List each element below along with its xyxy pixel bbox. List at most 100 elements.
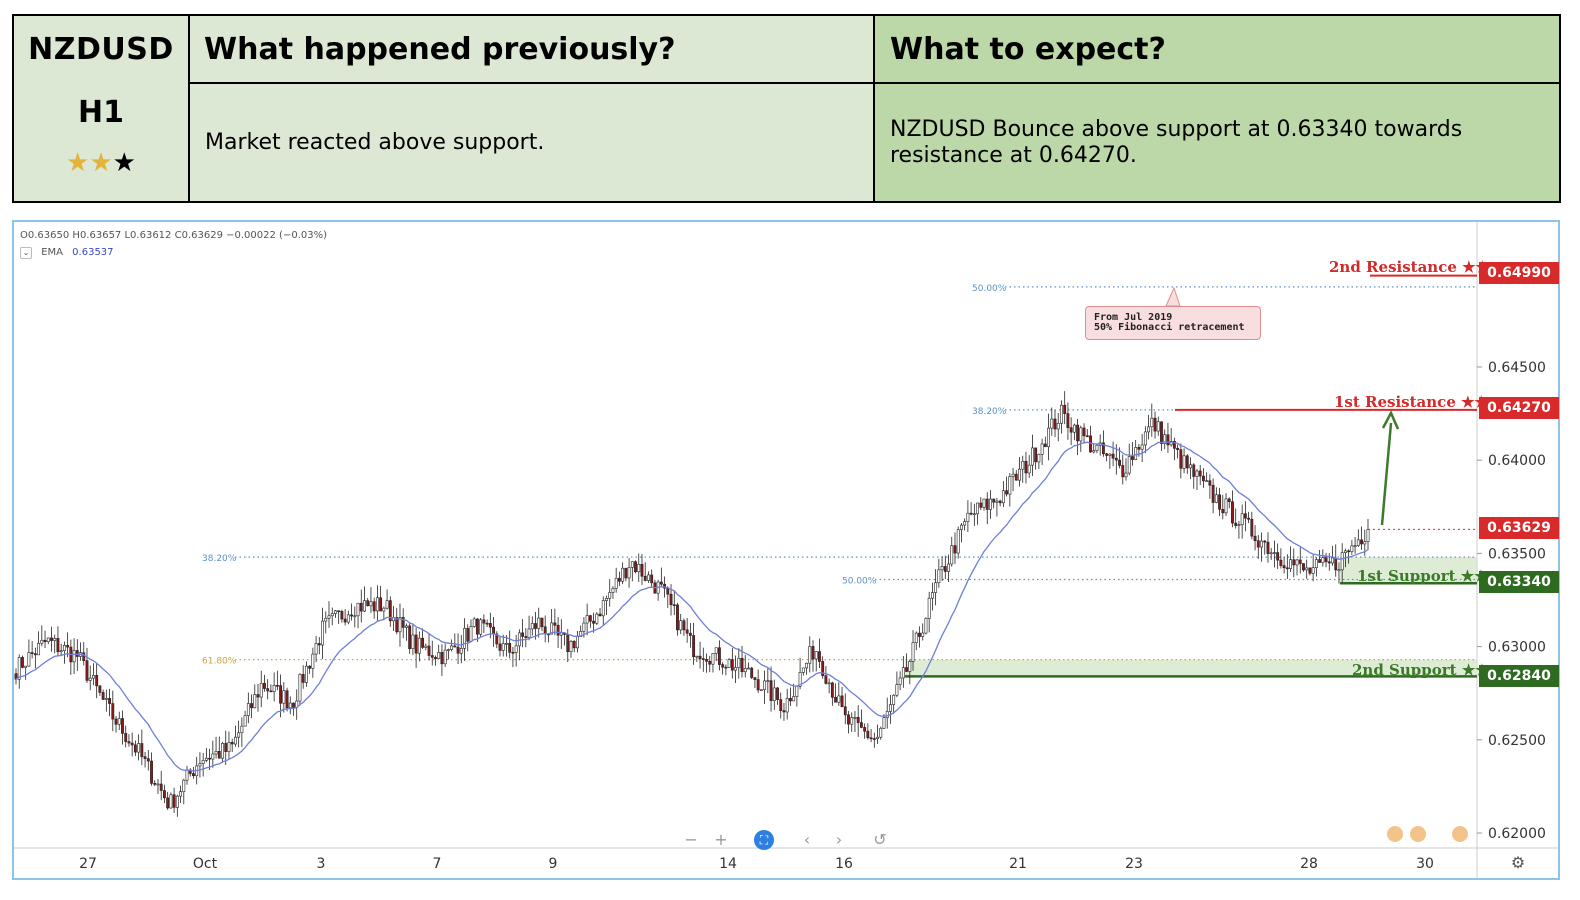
candle-body xyxy=(514,645,518,653)
candle-body xyxy=(21,657,24,668)
candle-body xyxy=(918,632,921,637)
candle-body xyxy=(446,649,450,651)
candle-body xyxy=(1337,569,1341,572)
candle-body xyxy=(427,645,431,656)
forecast-arrow-head xyxy=(1381,410,1400,430)
candle-body xyxy=(1030,447,1034,466)
reset-icon[interactable]: ↺ xyxy=(873,830,887,849)
candle-body xyxy=(956,529,960,554)
candle-body xyxy=(1092,450,1096,453)
candle-body xyxy=(540,617,544,628)
fibonacci-label: 38.20% xyxy=(972,407,1007,417)
chart-frame[interactable] xyxy=(12,220,1560,880)
candle-body xyxy=(1208,480,1212,486)
candle-body xyxy=(914,632,918,643)
candle-body xyxy=(1169,441,1173,446)
y-tick-label: 0.63000 xyxy=(1488,640,1546,656)
candle-body xyxy=(795,685,799,697)
candle-body xyxy=(785,698,789,713)
candle-body xyxy=(792,696,796,702)
candle-body xyxy=(1043,443,1047,448)
candle-body xyxy=(1131,456,1134,460)
x-tick-label: 21 xyxy=(1009,856,1027,872)
candle-body xyxy=(1353,545,1357,547)
resistance-1-price: 0.64270 xyxy=(1479,397,1559,419)
candle-body xyxy=(1143,431,1147,446)
rating-star-black: ★ xyxy=(112,148,136,178)
candle-body xyxy=(66,645,70,648)
candle-body xyxy=(104,698,108,700)
candle-body xyxy=(843,706,847,716)
candle-body xyxy=(214,751,218,755)
rating-stars: ★★★ xyxy=(66,150,136,176)
candle-body xyxy=(663,583,667,589)
candle-body xyxy=(137,743,141,753)
candle-body xyxy=(1285,567,1289,570)
candle-body xyxy=(617,577,621,582)
candle-body xyxy=(269,690,273,693)
candle-body xyxy=(224,743,228,752)
candle-body xyxy=(850,717,854,725)
candle-body xyxy=(930,592,934,599)
candle-body xyxy=(266,688,270,692)
candle-body xyxy=(1156,421,1160,432)
candle-body xyxy=(1121,465,1125,478)
candle-body xyxy=(740,657,744,673)
candle-body xyxy=(824,675,828,684)
candle-body xyxy=(1079,427,1083,442)
candle-body xyxy=(711,653,715,665)
fullscreen-icon[interactable]: ⛶ xyxy=(754,830,774,850)
candle-body xyxy=(524,636,528,638)
chevron-right-icon[interactable]: › xyxy=(835,830,843,849)
candle-body xyxy=(1137,447,1141,450)
gear-icon[interactable]: ⚙ xyxy=(1510,853,1526,872)
candle-body xyxy=(1053,418,1057,430)
candle-body xyxy=(334,610,337,614)
candle-body xyxy=(737,657,741,668)
candle-body xyxy=(1072,424,1076,433)
candle-body xyxy=(130,742,134,746)
candle-body xyxy=(417,637,421,654)
candle-body xyxy=(650,574,654,584)
candle-body xyxy=(1360,539,1363,545)
candle-body xyxy=(124,733,128,742)
candle-body xyxy=(1124,472,1128,478)
ema-line xyxy=(15,441,1369,772)
candle-body xyxy=(337,610,341,613)
candle-body xyxy=(1266,541,1270,554)
candle-body xyxy=(1069,427,1073,433)
candle-body xyxy=(263,683,266,689)
chevron-down-icon[interactable]: ⌄ xyxy=(20,247,32,259)
candle-body xyxy=(133,744,137,753)
candle-body xyxy=(989,498,992,510)
candle-body xyxy=(669,593,673,606)
candle-body xyxy=(85,660,89,681)
ema-value: 0.63537 xyxy=(72,247,114,258)
candle-body xyxy=(1234,522,1238,526)
minus-icon[interactable]: − xyxy=(684,830,698,849)
candle-body xyxy=(1272,552,1276,554)
candle-body xyxy=(666,587,670,595)
candle-body xyxy=(117,718,121,725)
candle-body xyxy=(508,642,512,653)
candle-body xyxy=(992,498,996,503)
event-flag-icon xyxy=(1387,826,1403,842)
x-tick-label: 28 xyxy=(1300,856,1318,872)
candle-body xyxy=(40,639,44,644)
plus-icon[interactable]: + xyxy=(714,830,728,849)
candle-body xyxy=(1256,540,1260,548)
candle-body xyxy=(521,632,525,637)
candle-body xyxy=(408,625,412,649)
candle-body xyxy=(88,677,92,681)
candle-body xyxy=(450,645,454,650)
candle-body xyxy=(827,682,831,685)
candle-body xyxy=(879,727,883,738)
forecast-arrow-shaft xyxy=(1380,422,1393,526)
candle-body xyxy=(553,622,557,626)
candle-body xyxy=(43,639,47,642)
chevron-left-icon[interactable]: ‹ xyxy=(803,830,811,849)
candle-body xyxy=(30,652,34,654)
candle-body xyxy=(1334,557,1338,571)
candle-body xyxy=(621,567,625,582)
